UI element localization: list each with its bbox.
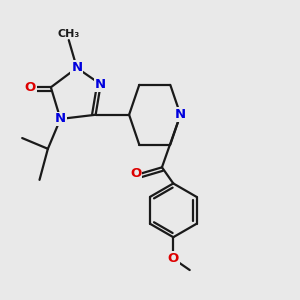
Text: O: O — [168, 252, 179, 265]
Text: CH₃: CH₃ — [58, 28, 80, 39]
Text: O: O — [130, 167, 141, 180]
Text: O: O — [24, 81, 36, 94]
Text: N: N — [95, 78, 106, 91]
Text: N: N — [55, 112, 66, 125]
Text: N: N — [71, 61, 82, 74]
Text: N: N — [175, 108, 186, 121]
